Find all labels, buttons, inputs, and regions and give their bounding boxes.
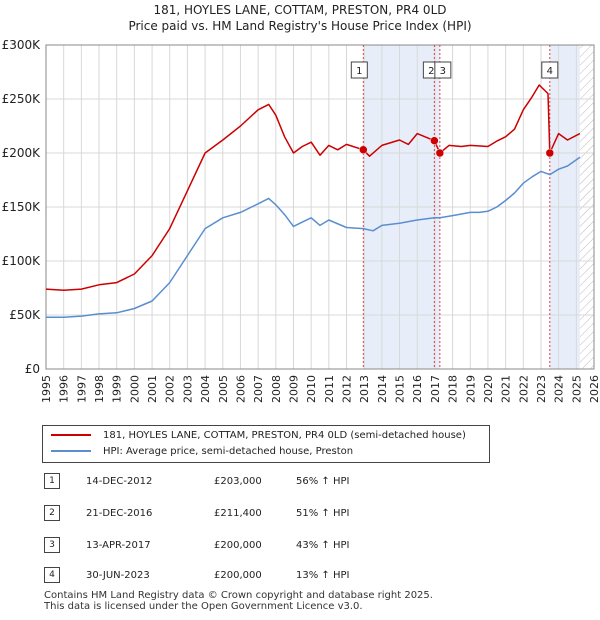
sale-point-3 — [435, 148, 445, 158]
x-tick-label: 1999 — [111, 375, 124, 403]
x-tick-label: 2020 — [482, 375, 495, 403]
plot-frame — [45, 44, 595, 370]
x-tick-label: 2010 — [305, 375, 318, 403]
x-tick-label: 2015 — [394, 375, 407, 403]
price-paid-swatch — [51, 434, 91, 436]
x-tick-label: 2009 — [287, 375, 300, 403]
sale-number: 3 — [44, 537, 60, 553]
hpi-swatch — [51, 450, 91, 452]
sale-marker-label-1: 1 — [356, 66, 362, 77]
x-tick-label: 2018 — [447, 375, 460, 403]
hpi-line — [46, 156, 581, 318]
chart-subtitle: Price paid vs. HM Land Registry's House … — [128, 19, 472, 33]
sale-marker-box-4 — [541, 61, 559, 79]
x-tick-label: 2008 — [270, 375, 283, 403]
sale-number: 1 — [44, 473, 60, 489]
x-tick-label: 2005 — [217, 375, 230, 403]
sale-price: £200,000 — [214, 540, 262, 551]
legend-label-price-paid: 181, HOYLES LANE, COTTAM, PRESTON, PR4 0… — [103, 430, 466, 441]
x-tick-label: 2013 — [358, 375, 371, 403]
x-tick-label: 1996 — [58, 375, 71, 403]
sale-date: 21-DEC-2016 — [86, 508, 153, 519]
y-tick-label: £150K — [2, 200, 42, 214]
footer: Contains HM Land Registry data © Crown c… — [44, 590, 433, 612]
y-tick-label: £100K — [2, 254, 42, 268]
sale-marker-box-1 — [350, 61, 368, 79]
sale-hpi: 56% ↑ HPI — [296, 476, 350, 487]
x-tick-label: 2000 — [128, 375, 141, 403]
sale-number: 2 — [44, 505, 60, 521]
sale-point-1 — [359, 145, 368, 155]
sale-row: 2 21-DEC-2016 £211,400 51% ↑ HPI — [44, 505, 444, 523]
x-tick-label: 1998 — [93, 375, 106, 403]
x-tick-label: 2017 — [429, 375, 442, 403]
x-tick-label: 2023 — [535, 375, 548, 403]
x-tick-label: 2001 — [146, 375, 159, 403]
x-tick-label: 2024 — [553, 375, 566, 403]
y-tick-label: £250K — [2, 92, 42, 106]
x-tick-label: 1997 — [75, 375, 88, 403]
sale-row: 4 30-JUN-2023 £200,000 13% ↑ HPI — [44, 567, 444, 585]
x-tick-label: 2021 — [500, 375, 513, 403]
x-tick-label: 2025 — [570, 375, 583, 403]
sale-price: £200,000 — [214, 570, 262, 581]
chart-title: 181, HOYLES LANE, COTTAM, PRESTON, PR4 0… — [153, 3, 447, 17]
x-tick-label: 2012 — [341, 375, 354, 403]
footer-copyright: Contains HM Land Registry data © Crown c… — [44, 590, 433, 601]
price-paid-line — [45, 84, 581, 291]
sale-marker-label-4: 4 — [547, 66, 553, 77]
price-chart: £0 £50K £100K £150K £200K £250K £300K 1995 1996 1… — [2, 38, 600, 403]
sale-row: 1 14-DEC-2012 £203,000 56% ↑ HPI — [44, 473, 444, 491]
sale-row: 3 13-APR-2017 £200,000 43% ↑ HPI — [44, 537, 444, 555]
x-tick-label: 2007 — [252, 375, 265, 403]
x-tick-label: 2014 — [376, 375, 389, 403]
x-tick-label: 2006 — [234, 375, 247, 403]
sale-hpi: 51% ↑ HPI — [296, 508, 350, 519]
footer-licence: This data is licensed under the Open Gov… — [44, 601, 363, 612]
x-tick-label: 2016 — [411, 375, 424, 403]
legend: 181, HOYLES LANE, COTTAM, PRESTON, PR4 0… — [42, 425, 490, 463]
legend-item-price-paid: 181, HOYLES LANE, COTTAM, PRESTON, PR4 0… — [51, 429, 466, 443]
sale-marker-label-2: 2 — [428, 66, 434, 77]
sale-marker-box-3 — [434, 61, 452, 79]
x-tick-label: 2011 — [323, 375, 336, 403]
sale-point-4 — [545, 148, 555, 158]
x-tick-label: 2002 — [164, 375, 177, 403]
legend-item-hpi: HPI: Average price, semi-detached house,… — [51, 445, 353, 459]
sale-date: 30-JUN-2023 — [86, 570, 150, 581]
legend-label-hpi: HPI: Average price, semi-detached house,… — [103, 446, 354, 457]
sale-date: 14-DEC-2012 — [86, 476, 153, 487]
x-tick-label: 2019 — [464, 375, 477, 403]
y-tick-label: £200K — [2, 146, 42, 160]
x-tick-label: 2004 — [199, 375, 212, 403]
sale-number: 4 — [44, 567, 60, 583]
x-tick-label: 2026 — [588, 375, 600, 403]
sale-point-2 — [430, 136, 439, 145]
x-tick-label: 1995 — [40, 375, 53, 403]
x-tick-label: 2003 — [181, 375, 194, 403]
sale-price: £203,000 — [214, 476, 262, 487]
y-tick-label: £300K — [2, 38, 42, 52]
sale-price: £211,400 — [214, 508, 262, 519]
sale-marker-label-3: 3 — [440, 66, 446, 77]
sale-hpi: 13% ↑ HPI — [296, 570, 350, 581]
y-tick-label: £0 — [25, 362, 40, 376]
sale-hpi: 43% ↑ HPI — [296, 540, 350, 551]
sale-date: 13-APR-2017 — [86, 540, 151, 551]
x-tick-label: 2022 — [517, 375, 530, 403]
y-tick-label: £50K — [9, 308, 41, 322]
